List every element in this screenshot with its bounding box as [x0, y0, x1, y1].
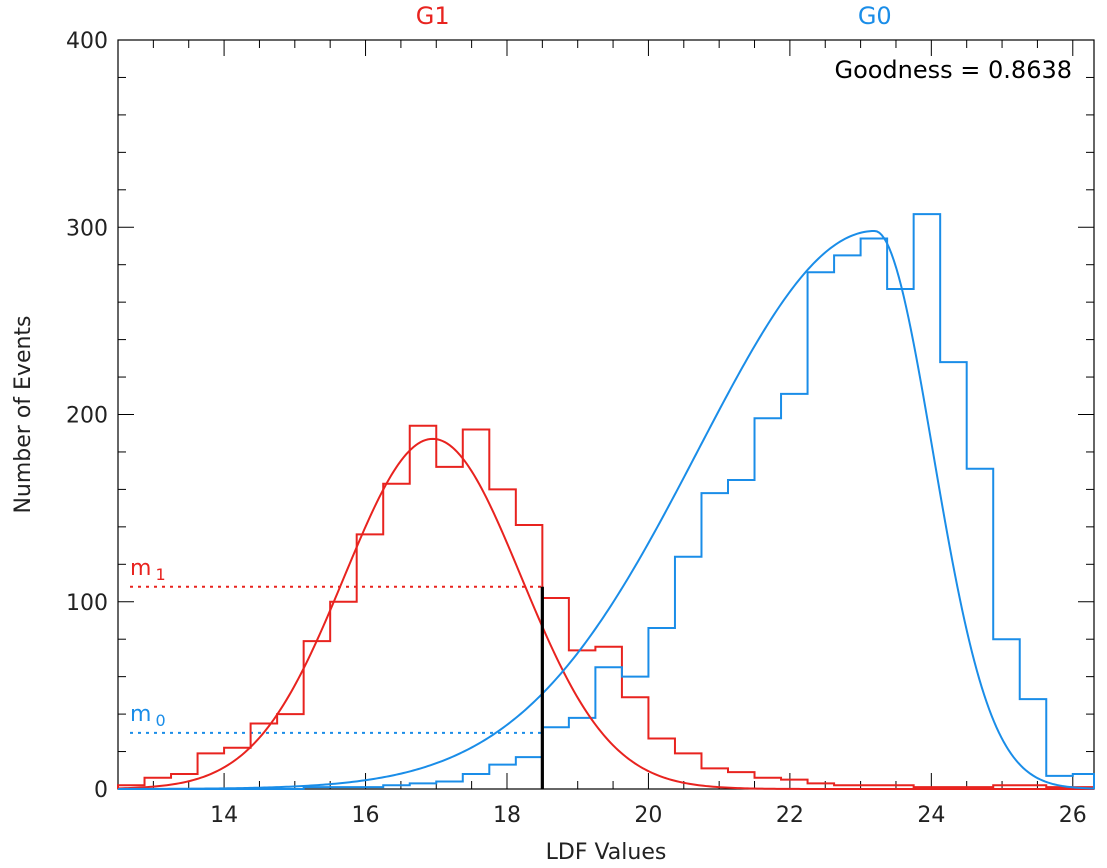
series-label-g0: G0: [858, 2, 892, 30]
histograms: [117, 213, 1095, 790]
fit-curves: [117, 229, 1095, 790]
x-axis-label: LDF Values: [546, 840, 667, 865]
fit-curve-g1: [117, 437, 1094, 790]
x-tick-label: 14: [210, 803, 238, 828]
x-tick-label: 20: [634, 803, 662, 828]
x-tick-label: 22: [776, 803, 804, 828]
goodness-annotation: Goodness = 0.8638: [834, 56, 1072, 84]
reference-lines: [130, 585, 543, 734]
x-tick-label: 16: [352, 803, 380, 828]
histogram-g0: [118, 213, 1095, 790]
x-tick-label: 18: [493, 803, 521, 828]
x-tick-label: 26: [1059, 803, 1087, 828]
labels: 14 16 18 20 22 24 26 0 100 200 300 400 LDF Values Num…: [11, 2, 1087, 865]
y-tick-label: 400: [66, 29, 108, 54]
y-tick-label: 0: [94, 778, 108, 803]
series-label-g1: G1: [416, 2, 450, 30]
tick-marks: [117, 39, 1094, 790]
y-tick-label: 200: [66, 404, 108, 429]
x-tick-label: 24: [917, 803, 945, 828]
y-axis-label: Number of Events: [11, 315, 36, 513]
y-tick-label: 100: [66, 591, 108, 616]
axes: [117, 39, 1095, 790]
plot-frame: [117, 39, 1095, 790]
y-tick-label: 300: [66, 216, 108, 241]
histogram-g1: [117, 424, 1094, 789]
fit-curve-g0: [118, 229, 1095, 790]
